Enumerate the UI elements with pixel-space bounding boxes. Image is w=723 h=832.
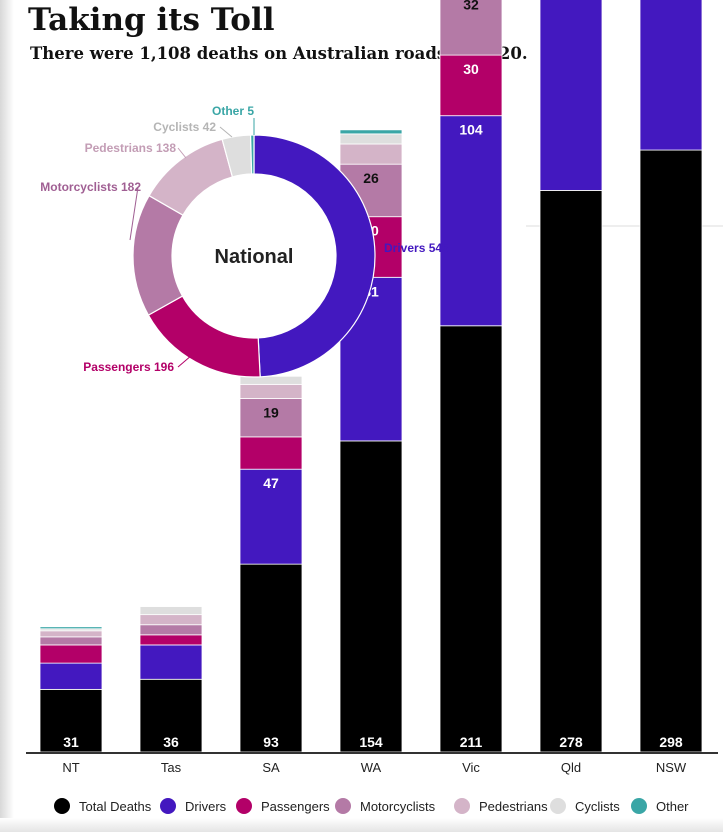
bar-sa-motorcyclists	[239, 398, 303, 438]
data-label: 36	[163, 734, 179, 750]
data-label: 211	[460, 734, 483, 750]
donut-center-label: National	[215, 246, 294, 268]
leader-line	[177, 354, 193, 368]
leader-line	[177, 147, 187, 159]
tick-label-qld: Qld	[561, 760, 581, 775]
leader-line	[219, 126, 233, 138]
legend-swatch	[335, 798, 351, 814]
bar-vic-motorcyclists	[439, 0, 503, 56]
legend-item-motorcyclists: Motorcyclists	[335, 798, 436, 814]
tick-label-wa: WA	[361, 760, 382, 775]
bar-wa-cyclists	[339, 133, 403, 145]
tick-label-nsw: NSW	[656, 760, 687, 775]
legend-label: Motorcyclists	[360, 799, 436, 814]
bar-wa-other	[339, 129, 403, 135]
donut-slice-drivers	[253, 134, 376, 378]
legend-item-drivers: Drivers	[160, 798, 227, 814]
donut-label-text: Pedestrians 138	[85, 141, 177, 155]
legend-item-other: Other	[631, 798, 689, 814]
legend-item-cyclists: Cyclists	[550, 798, 620, 814]
donut-label-passengers: Passengers 196	[83, 354, 193, 374]
data-label: 93	[263, 734, 279, 750]
legend: Total Deaths Drivers Passengers Motorcyclis…	[54, 798, 689, 814]
bar-tas-drivers	[139, 644, 203, 680]
donut-chart: National Drivers 545 Passengers 196 Motorcy…	[40, 104, 449, 378]
data-label: 278	[559, 734, 583, 750]
bar-nt-pedestrians	[39, 630, 103, 638]
bar-tas-cyclists	[139, 606, 203, 616]
data-label: 298	[659, 734, 683, 750]
donut-label-drivers: Drivers 545	[371, 241, 449, 255]
donut-label-motorcyclists: Motorcyclists 182	[40, 180, 141, 241]
legend-item-passengers: Passengers	[236, 798, 330, 814]
bar-nt-other	[39, 626, 103, 630]
chart-title: Taking its Toll	[28, 2, 275, 38]
data-label: 32	[463, 0, 479, 12]
bar-tas-total-deaths	[139, 678, 203, 753]
donut-label-text: Cyclists 42	[153, 120, 216, 134]
bar-nt-motorcyclists	[39, 636, 103, 646]
legend-swatch	[631, 798, 647, 814]
tick-label-sa: SA	[262, 760, 280, 775]
bar-tas-passengers	[139, 634, 203, 646]
bar-nsw-total-deaths	[639, 149, 703, 753]
legend-swatch	[236, 798, 252, 814]
donut-label-other: Other 5	[212, 104, 255, 135]
bar-nt-total-deaths	[39, 688, 103, 753]
data-label: 26	[363, 170, 379, 186]
legend-label: Total Deaths	[79, 799, 152, 814]
bar-sa-passengers	[239, 436, 303, 470]
legend-swatch	[160, 798, 176, 814]
leader-line	[129, 186, 139, 241]
donut-label-text: Other 5	[212, 104, 254, 118]
bar-wa-pedestrians	[339, 143, 403, 165]
bar-sa-pedestrians	[239, 383, 303, 399]
donut-label-pedestrians: Pedestrians 138	[85, 141, 187, 159]
legend-item-total-deaths: Total Deaths	[54, 798, 152, 814]
data-label: 19	[263, 405, 279, 421]
bar-nt-drivers	[39, 662, 103, 690]
bar-chart: 31NT36Tas934719SA154813026WA211104303229…	[39, 0, 703, 775]
bar-wa-total-deaths	[339, 440, 403, 753]
tick-label-tas: Tas	[161, 760, 182, 775]
legend-swatch	[54, 798, 70, 814]
bar-nsw-drivers	[639, 0, 703, 151]
legend-label: Pedestrians	[479, 799, 548, 814]
bar-vic-passengers	[439, 54, 503, 117]
donut-label-text: Passengers 196	[83, 360, 174, 374]
tick-label-nt: NT	[62, 760, 79, 775]
bar-vic-drivers	[439, 115, 503, 327]
data-label: 154	[359, 734, 383, 750]
legend-label: Cyclists	[575, 799, 620, 814]
chart-subtitle: There were 1,108 deaths on Australian ro…	[30, 44, 528, 63]
legend-swatch	[454, 798, 470, 814]
bar-vic-total-deaths	[439, 325, 503, 753]
tick-label-vic: Vic	[462, 760, 480, 775]
legend-label: Passengers	[261, 799, 330, 814]
data-label: 104	[459, 122, 483, 138]
legend-item-pedestrians: Pedestrians	[454, 798, 548, 814]
bar-sa-total-deaths	[239, 563, 303, 753]
bar-qld-total-deaths	[539, 190, 603, 753]
bar-qld-drivers	[539, 0, 603, 191]
data-label: 30	[463, 61, 479, 77]
donut-label-text: Drivers 545	[384, 241, 449, 255]
legend-label: Drivers	[185, 799, 227, 814]
donut-label-cyclists: Cyclists 42	[153, 120, 233, 138]
donut-slice-other	[249, 134, 255, 175]
data-label: 47	[263, 475, 279, 491]
bottom-edge-shadow	[0, 818, 723, 832]
donut-label-text: Motorcyclists 182	[40, 180, 141, 194]
donut-slice-motorcyclists	[132, 194, 184, 316]
data-label: 31	[63, 734, 79, 750]
bar-nt-passengers	[39, 644, 103, 664]
bar-sa-drivers	[239, 468, 303, 565]
bar-tas-motorcyclists	[139, 624, 203, 636]
left-edge-shadow	[0, 0, 14, 832]
legend-swatch	[550, 798, 566, 814]
bar-tas-pedestrians	[139, 614, 203, 626]
legend-label: Other	[656, 799, 689, 814]
